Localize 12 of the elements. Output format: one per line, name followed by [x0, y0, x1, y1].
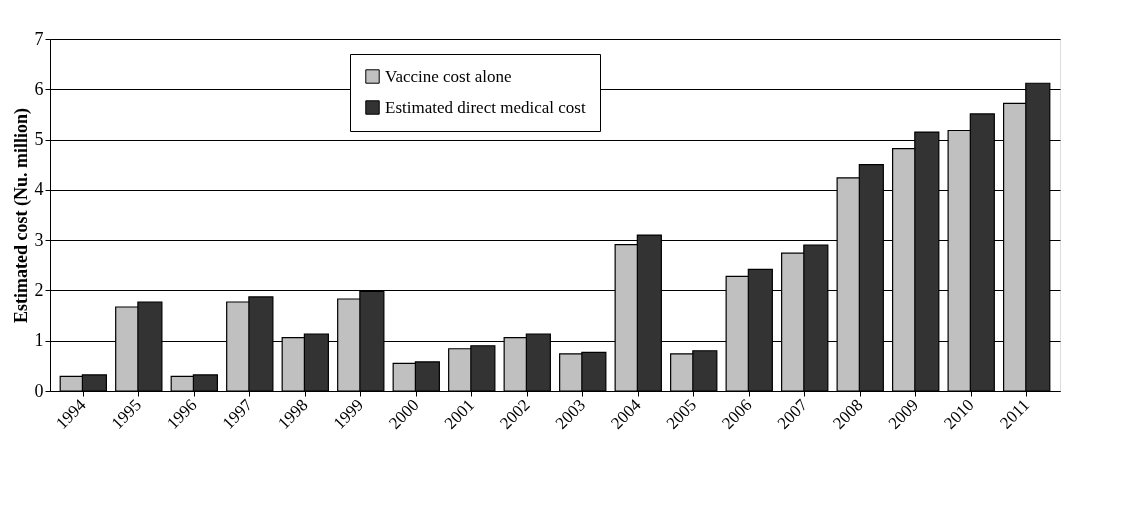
y-tick-label: 3 [34, 229, 44, 250]
y-tick-label: 0 [34, 380, 44, 401]
legend-label: Estimated direct medical cost [385, 97, 586, 117]
legend-label: Vaccine cost alone [385, 66, 512, 86]
y-tick-label: 7 [34, 28, 44, 49]
y-tick-label: 6 [34, 78, 44, 99]
y-tick-label: 2 [34, 279, 44, 300]
y-tick-label: 4 [34, 179, 44, 200]
y-axis-title: Estimated cost (Nu. million) [10, 108, 32, 323]
y-tick-label: 1 [34, 330, 44, 351]
y-tick-label: 5 [34, 129, 44, 150]
x-tick-label: 2011 [996, 395, 1034, 433]
